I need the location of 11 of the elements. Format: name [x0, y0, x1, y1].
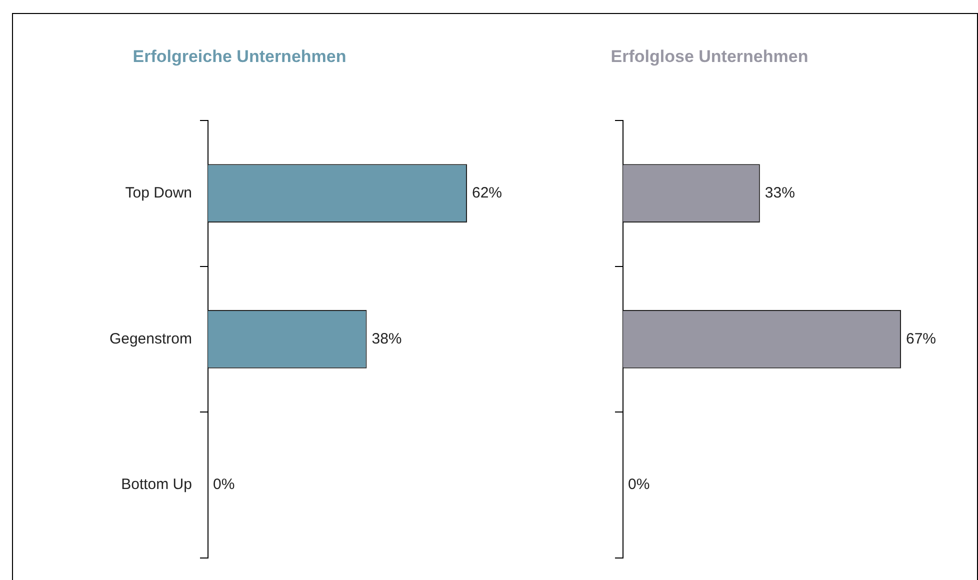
data-label: 38% — [372, 330, 402, 348]
chart-title: Erfolglose Unternehmen — [610, 46, 808, 66]
y-tick-label: Top Down — [125, 184, 192, 202]
chart-title: Erfolgreiche Unternehmen — [132, 46, 346, 66]
y-tick-label: Bottom Up — [121, 476, 192, 494]
data-label: 62% — [472, 184, 502, 202]
data-label: 0% — [628, 476, 650, 494]
data-label: 33% — [764, 184, 795, 202]
data-label: 0% — [213, 476, 235, 494]
y-tick-label: Gegenstrom — [109, 330, 192, 348]
data-label: 67% — [906, 330, 936, 348]
